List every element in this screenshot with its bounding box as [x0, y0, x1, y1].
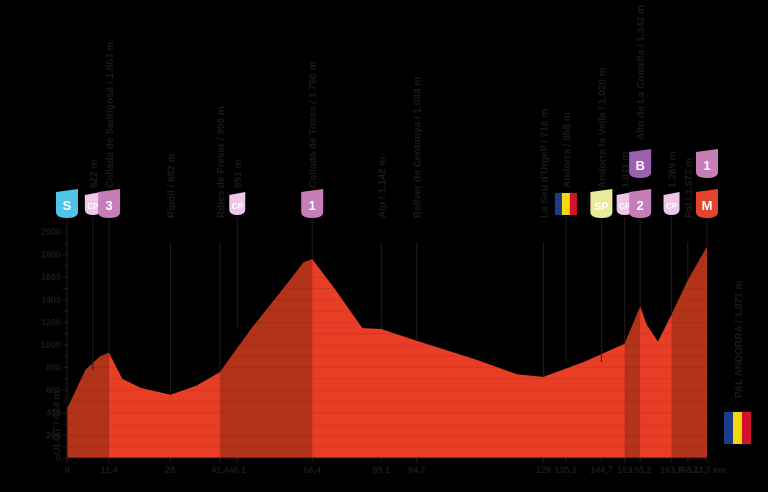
x-tick-label: 41,4 — [211, 465, 229, 475]
svg-text:400: 400 — [46, 408, 61, 418]
badge-2-icon: 2 — [629, 189, 652, 218]
climb-segment — [671, 246, 707, 458]
x-tick-label: 168,1 — [677, 465, 700, 475]
climb-segment — [219, 246, 313, 458]
svg-text:1: 1 — [309, 198, 316, 213]
badge-s-icon: S — [56, 189, 78, 218]
start-finish-labels: OLOT / 434 m PAL ANDORRA / 1.871 m — [52, 281, 751, 455]
x-tick-label: 28 — [165, 465, 175, 475]
waypoint-label: Collada de Toses / 1.790 m — [308, 61, 319, 188]
waypoint-label: 1.269 m — [668, 151, 679, 188]
svg-text:M: M — [702, 198, 713, 213]
x-tick-label: 173,3 km — [688, 465, 726, 475]
badge-1-icon: 1 — [696, 149, 718, 178]
waypoint-label: La Seu d'Urgell / 718 m — [539, 109, 550, 218]
badge-cp-icon: CP — [616, 192, 633, 215]
x-tick-label: 163,7 — [660, 465, 683, 475]
svg-text:S: S — [63, 198, 72, 213]
finish-label: PAL ANDORRA / 1.871 m — [734, 281, 745, 398]
x-tick-label: 85,1 — [373, 465, 391, 475]
x-tick-label: 135,1 — [555, 465, 578, 475]
waypoint-label: 951 m — [233, 160, 244, 188]
start-label: OLOT / 434 m — [52, 390, 63, 455]
x-tick-label: 0 — [64, 465, 69, 475]
x-tick-label: 155,2 — [629, 465, 652, 475]
waypoint-label: Ribes de Freser / 908 m — [216, 106, 227, 218]
x-tick-label: 94,7 — [408, 465, 426, 475]
waypoint-label: Andorra la Vella / 1.020 m — [597, 67, 608, 188]
x-tick-label: 129 — [536, 465, 551, 475]
svg-text:3: 3 — [105, 198, 112, 213]
waypoint-label: Ripoll / 682 m — [166, 153, 177, 218]
waypoint-annotations: S CP 822 m 3 Collada de Santigosa / 1.063 m R… — [56, 5, 718, 409]
badge-cp-icon: CP — [229, 192, 246, 215]
svg-text:CP: CP — [232, 202, 244, 211]
climb-segment — [67, 246, 110, 458]
svg-text:1600: 1600 — [41, 272, 61, 282]
x-tick-label: 144,7 — [590, 465, 613, 475]
x-axis: 0 11,4 28 41,4 46,1 66,4 85,1 94,7 129 135,1 144,7… — [64, 457, 726, 475]
x-tick-label: 11,4 — [101, 465, 118, 475]
svg-text:CP: CP — [619, 202, 631, 211]
svg-text:1800: 1800 — [41, 250, 61, 260]
svg-text:B: B — [635, 158, 644, 173]
svg-text:800: 800 — [46, 363, 61, 373]
waypoint-label: Alp / 1.142 m — [377, 157, 388, 218]
svg-text:SP: SP — [594, 201, 609, 213]
badge-m-icon: M — [696, 189, 718, 218]
badge-1-icon: 1 — [301, 189, 324, 218]
waypoint-label: 1.011 m — [621, 152, 632, 188]
andorra-flag-icon — [554, 193, 577, 215]
badge-b-icon: B — [629, 149, 652, 178]
svg-text:1000: 1000 — [41, 340, 61, 350]
svg-text:200: 200 — [46, 430, 61, 440]
profile-area — [67, 246, 707, 458]
svg-text:2000: 2000 — [41, 227, 61, 237]
badge-3-icon: 3 — [98, 189, 121, 218]
svg-text:1200: 1200 — [41, 317, 61, 327]
waypoint-label: Bellver de Cerdanya / 1.038 m — [413, 77, 424, 218]
waypoint-label: 822 m — [89, 160, 100, 188]
waypoint-label: Alto de La Comella / 1.342 m — [636, 5, 647, 140]
x-tick-label: 46,1 — [228, 465, 246, 475]
waypoint-label: Andorra / 858 m — [562, 112, 573, 188]
svg-text:600: 600 — [46, 385, 61, 395]
svg-text:CP: CP — [666, 202, 678, 211]
waypoint-label: Collada de Santigosa / 1.063 m — [105, 42, 116, 188]
svg-text:1400: 1400 — [41, 295, 61, 305]
x-tick-label: 151 — [617, 465, 632, 475]
badge-cp-icon: CP — [663, 192, 680, 215]
waypoint-label: Pal / 1.573 m — [684, 158, 695, 218]
climb-segment — [624, 246, 641, 458]
profile-fill — [67, 246, 707, 458]
svg-text:2: 2 — [637, 198, 644, 213]
svg-text:0: 0 — [56, 453, 61, 463]
svg-text:1: 1 — [703, 158, 710, 173]
andorra-flag-icon — [724, 412, 751, 444]
badge-cp-icon: CP — [84, 192, 101, 215]
x-tick-label: 66,4 — [303, 465, 321, 475]
badge-sp-icon: SP — [590, 189, 613, 218]
svg-text:CP: CP — [87, 202, 99, 211]
